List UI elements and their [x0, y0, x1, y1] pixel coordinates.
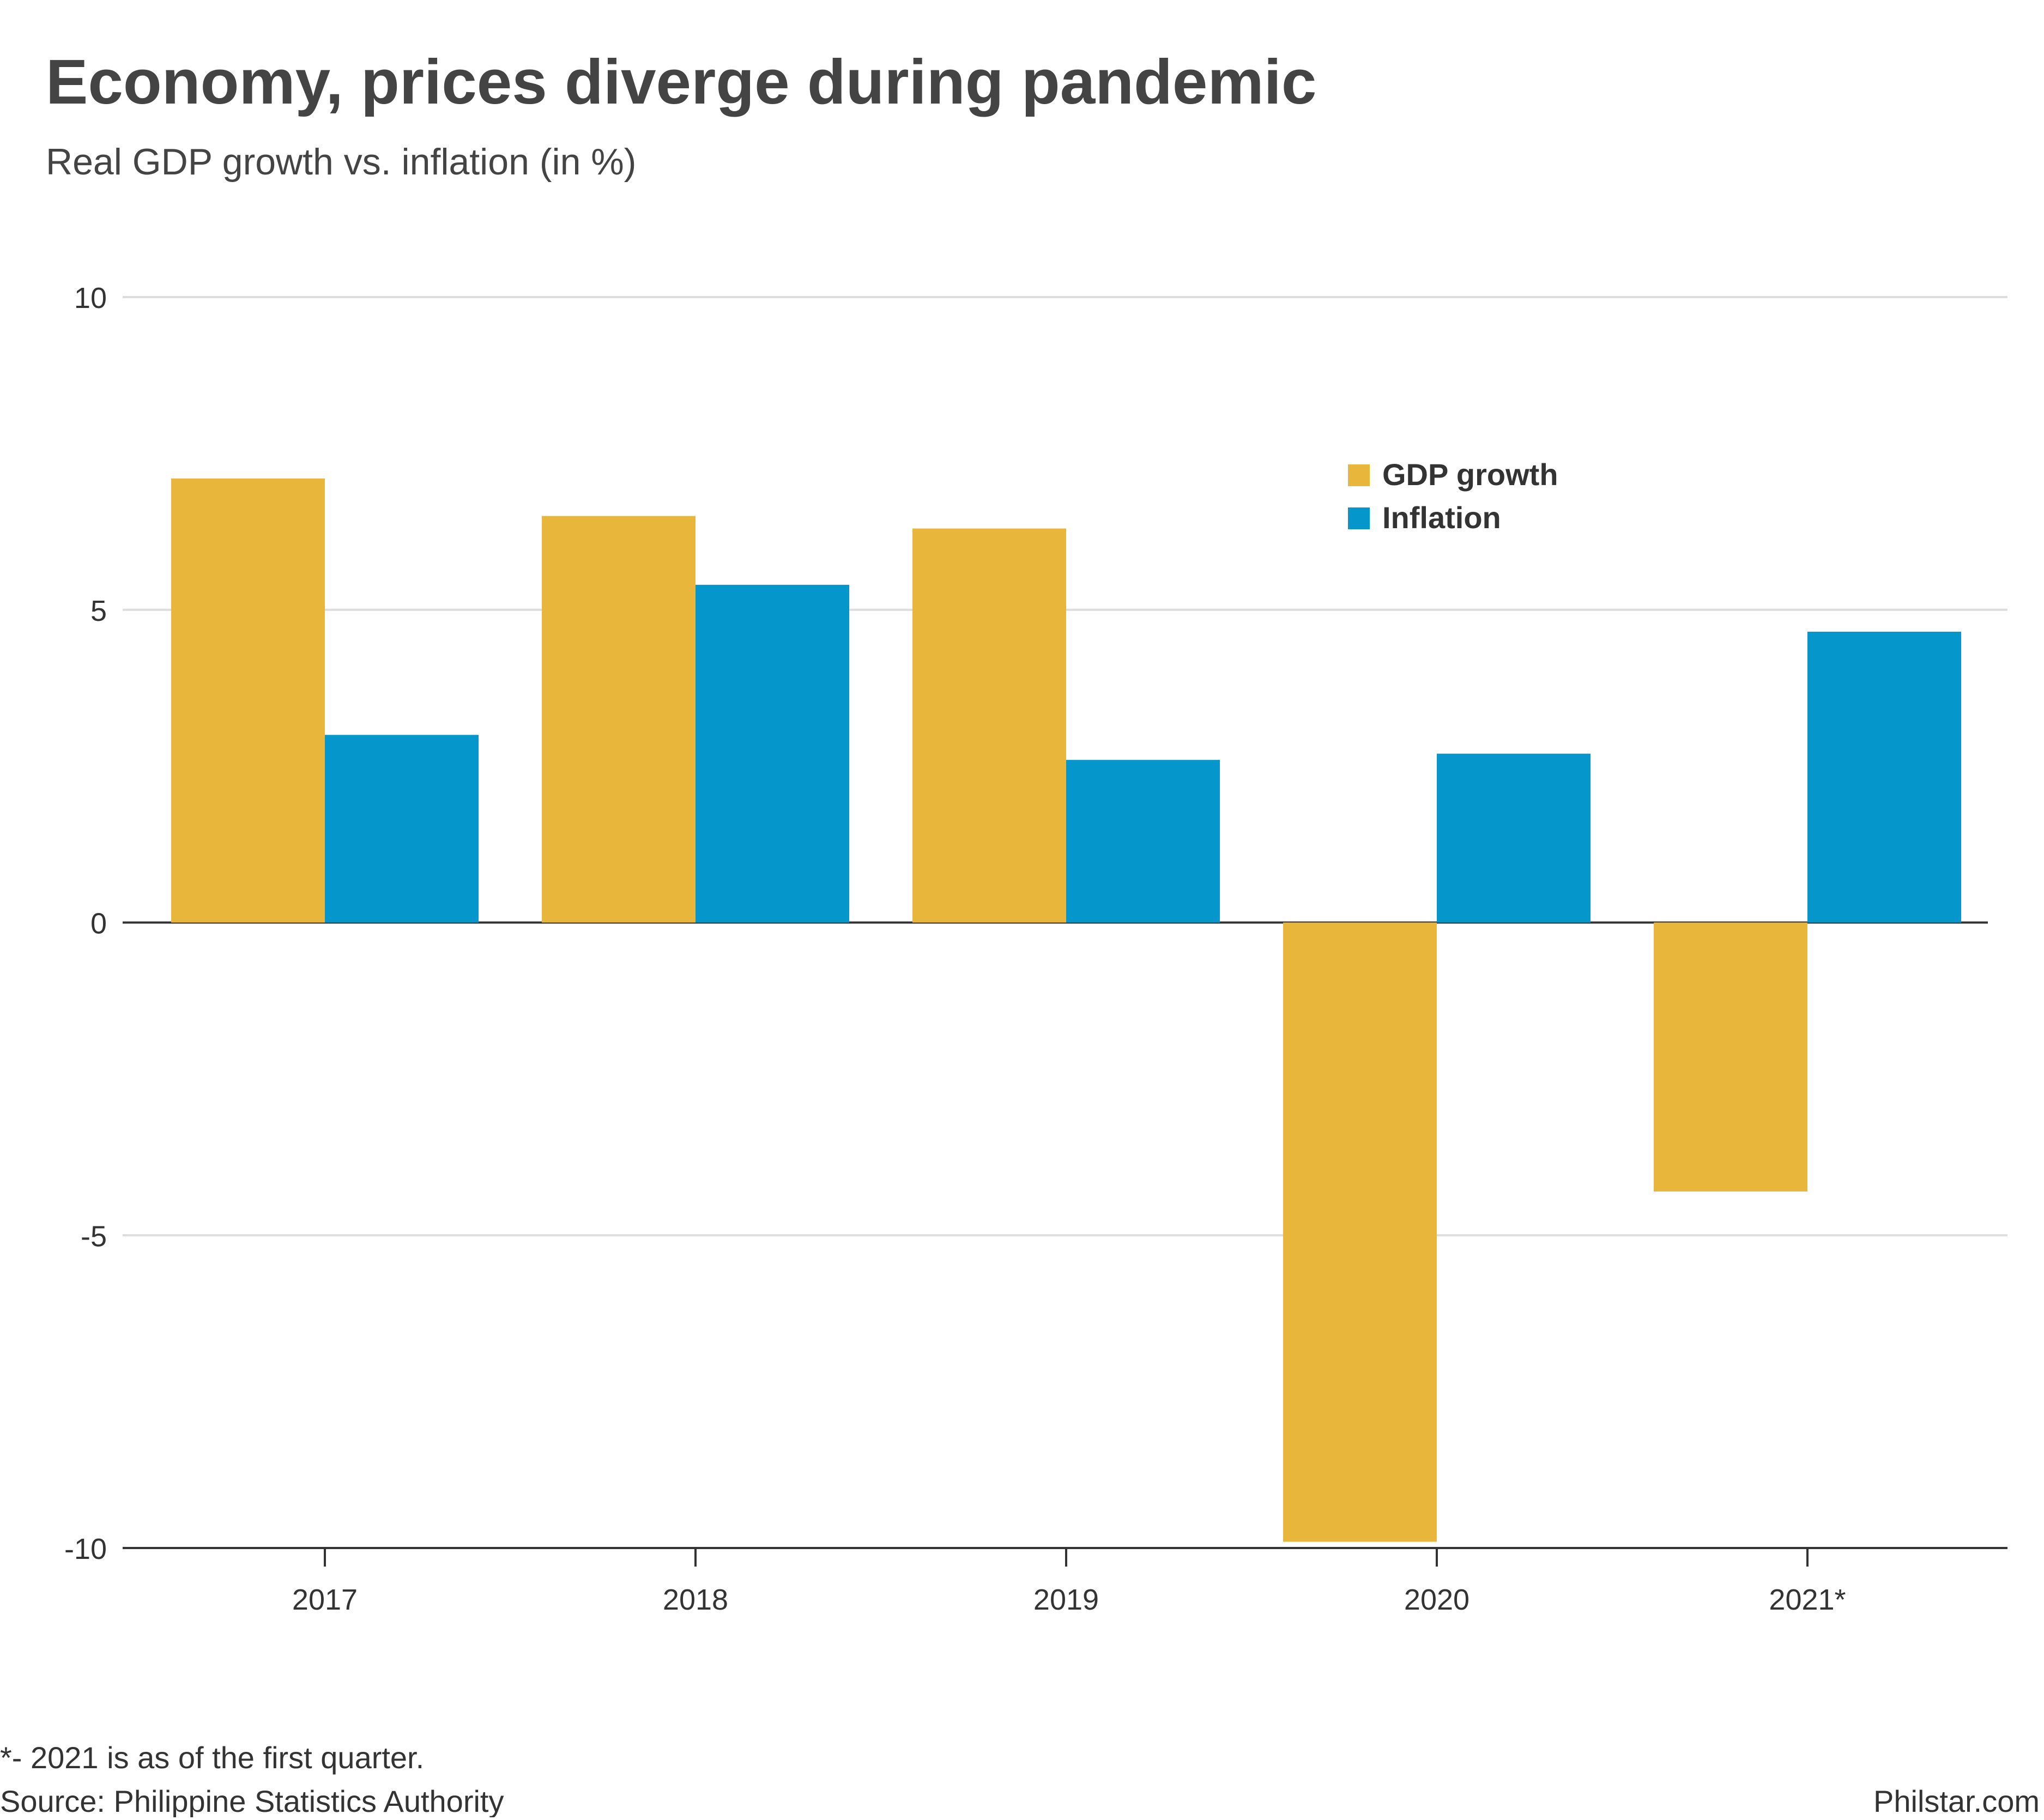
- bar-inflation-2019: [1066, 760, 1220, 923]
- bar-inflation-2018: [696, 584, 849, 923]
- bar-inflation-2020: [1437, 753, 1591, 923]
- bars-layer: [171, 478, 1961, 1542]
- footnote: *- 2021 is as of the first quarter.: [0, 1740, 424, 1775]
- legend: GDP growth Inflation: [1348, 457, 1558, 535]
- bar-gdp-growth-2020: [1283, 922, 1437, 1542]
- x-tick-label: 2021*: [1769, 1583, 1846, 1616]
- x-tick-label: 2020: [1404, 1583, 1469, 1616]
- legend-swatch-inflation: [1348, 507, 1370, 529]
- chart-title: Economy, prices diverge during pandemic: [46, 46, 1316, 117]
- chart-subtitle: Real GDP growth vs. inflation (in %): [46, 141, 636, 183]
- x-tick-label: 2019: [1033, 1583, 1099, 1616]
- credit: Philstar.com: [1873, 1784, 2040, 1817]
- source-note: Source: Philippine Statistics Authority: [0, 1784, 504, 1817]
- bar-inflation-2017: [325, 735, 479, 923]
- bar-gdp-growth-2017: [171, 478, 325, 923]
- y-tick-label: 5: [90, 595, 107, 627]
- x-tick-label: 2018: [663, 1583, 728, 1616]
- y-tick-label: 0: [90, 908, 107, 940]
- y-tick-label: 10: [74, 282, 107, 315]
- bar-inflation-2021: [1807, 631, 1961, 923]
- legend-label: Inflation: [1382, 500, 1501, 535]
- axis-layer: 10 5 0 -5 -10 2017 2018 2019 2020 2021*: [64, 282, 1846, 1616]
- bar-gdp-growth-2018: [542, 516, 696, 923]
- y-tick-label: -10: [64, 1533, 107, 1565]
- y-tick-label: -5: [81, 1220, 107, 1253]
- bar-gdp-growth-2019: [912, 528, 1066, 923]
- x-tick-label: 2017: [292, 1583, 358, 1616]
- legend-label: GDP growth: [1382, 457, 1558, 492]
- bar-gdp-growth-2021: [1654, 922, 1807, 1192]
- legend-swatch-gdp-growth: [1348, 464, 1370, 486]
